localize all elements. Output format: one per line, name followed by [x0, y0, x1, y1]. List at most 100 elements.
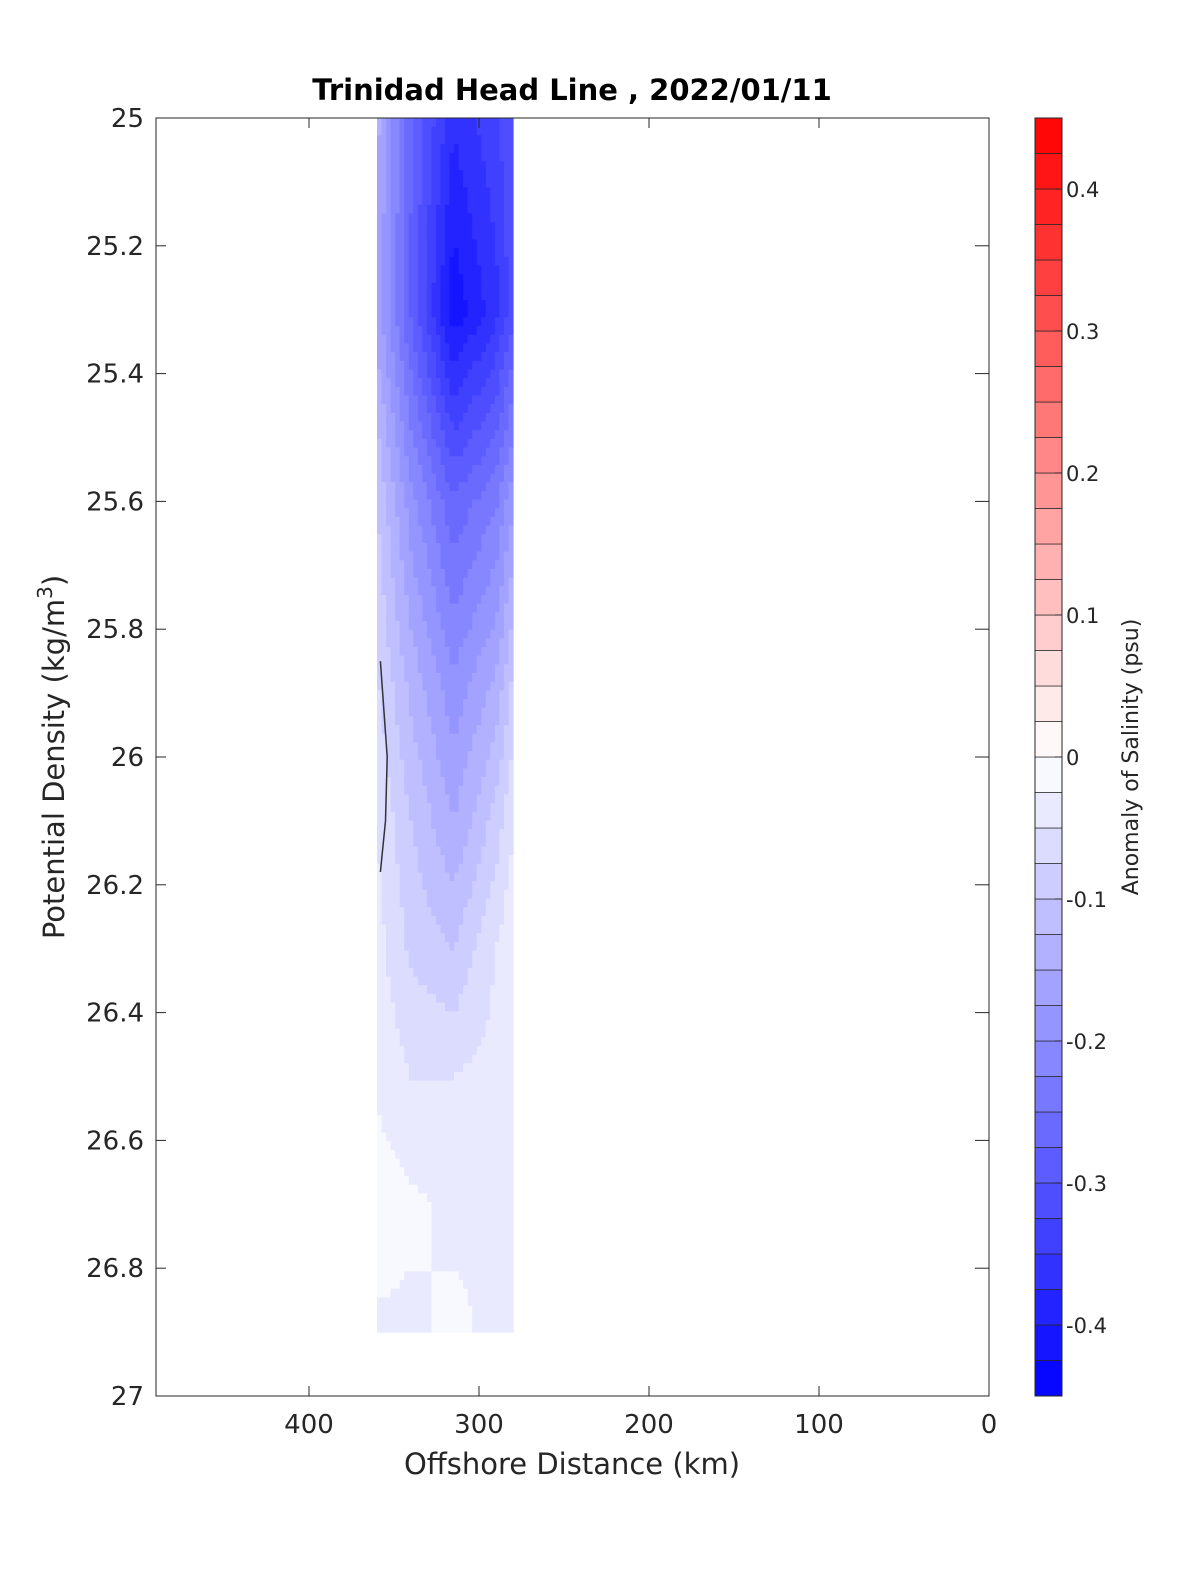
field-cell	[426, 1219, 432, 1229]
field-cell	[435, 482, 442, 492]
field-cell	[467, 1080, 473, 1090]
field-cell	[508, 568, 514, 579]
field-cell	[381, 612, 387, 622]
field-cell	[458, 1297, 464, 1307]
field-cell	[422, 291, 428, 301]
field-cell	[399, 161, 405, 171]
field-cell	[476, 837, 482, 848]
field-cell	[390, 490, 396, 501]
field-cell	[417, 1002, 423, 1012]
field-cell	[386, 118, 392, 128]
field-cell	[490, 1323, 496, 1333]
field-cell	[472, 1123, 478, 1134]
field-cell	[422, 1132, 428, 1142]
field-cell	[440, 1184, 446, 1194]
field-cell	[399, 993, 405, 1004]
field-cell	[381, 282, 387, 293]
field-cell	[426, 690, 432, 700]
field-cell	[413, 612, 419, 622]
field-cell	[445, 872, 451, 882]
field-cell	[445, 915, 451, 926]
field-cell	[431, 222, 437, 232]
field-cell	[377, 378, 383, 388]
field-cell	[499, 1002, 505, 1012]
field-cell	[490, 1297, 496, 1307]
field-cell	[426, 933, 432, 943]
field-cell	[408, 733, 414, 743]
field-cell	[404, 1219, 410, 1229]
field-cell	[426, 1184, 432, 1194]
field-cell	[463, 985, 469, 995]
field-cell	[463, 638, 469, 648]
field-cell	[390, 1071, 396, 1082]
field-cell	[449, 967, 455, 978]
field-cell	[386, 534, 392, 544]
field-cell	[381, 161, 387, 171]
field-cell	[490, 898, 496, 908]
field-cell	[413, 1089, 419, 1099]
field-cell	[413, 664, 419, 674]
field-cell	[494, 768, 500, 778]
field-cell	[472, 976, 478, 986]
field-cell	[408, 1063, 414, 1073]
field-cell	[503, 378, 510, 388]
field-cell	[508, 1054, 514, 1064]
field-cell	[435, 239, 442, 249]
field-cell	[485, 1011, 491, 1021]
field-cell	[408, 577, 414, 587]
field-cell	[426, 594, 432, 605]
field-cell	[395, 586, 401, 596]
field-cell	[467, 161, 473, 171]
field-cell	[395, 456, 401, 466]
field-cell	[494, 1080, 500, 1090]
field-cell	[431, 326, 437, 336]
field-cell	[499, 907, 505, 917]
field-cell	[381, 941, 387, 952]
field-cell	[381, 222, 387, 232]
field-cell	[435, 386, 442, 397]
field-cell	[485, 282, 491, 293]
field-cell	[377, 881, 383, 891]
field-cell	[377, 438, 383, 449]
field-cell	[481, 1089, 487, 1099]
field-cell	[490, 464, 496, 475]
field-cell	[485, 959, 491, 969]
field-cell	[377, 118, 383, 128]
field-cell	[490, 993, 496, 1004]
field-cell	[485, 170, 491, 180]
field-cell	[508, 1089, 514, 1099]
field-cell	[408, 967, 414, 978]
field-cell	[472, 889, 478, 900]
field-cell	[390, 560, 396, 570]
field-cell	[431, 716, 437, 726]
field-cell	[485, 1288, 491, 1299]
field-cell	[431, 170, 437, 180]
field-cell	[458, 430, 464, 440]
field-cell	[431, 829, 437, 839]
field-cell	[449, 1262, 455, 1272]
field-cell	[458, 673, 464, 683]
field-cell	[435, 1254, 442, 1264]
field-cell	[445, 933, 451, 943]
field-cell	[454, 820, 460, 830]
field-cell	[494, 187, 500, 197]
field-cell	[377, 1106, 383, 1116]
field-cell	[494, 1323, 500, 1333]
field-cell	[449, 647, 455, 657]
field-cell	[440, 577, 446, 587]
field-cell	[399, 699, 405, 709]
field-cell	[494, 707, 500, 717]
field-cell	[435, 118, 442, 128]
field-cell	[449, 768, 455, 778]
field-cell	[413, 352, 419, 362]
field-cell	[431, 438, 437, 449]
field-cell	[458, 395, 464, 405]
field-cell	[508, 135, 514, 145]
field-cell	[408, 1271, 414, 1281]
field-cell	[503, 1002, 510, 1012]
field-cell	[494, 265, 500, 275]
field-cell	[440, 1019, 446, 1030]
field-cell	[449, 1106, 455, 1116]
field-cell	[454, 1115, 460, 1125]
field-cell	[490, 118, 496, 128]
